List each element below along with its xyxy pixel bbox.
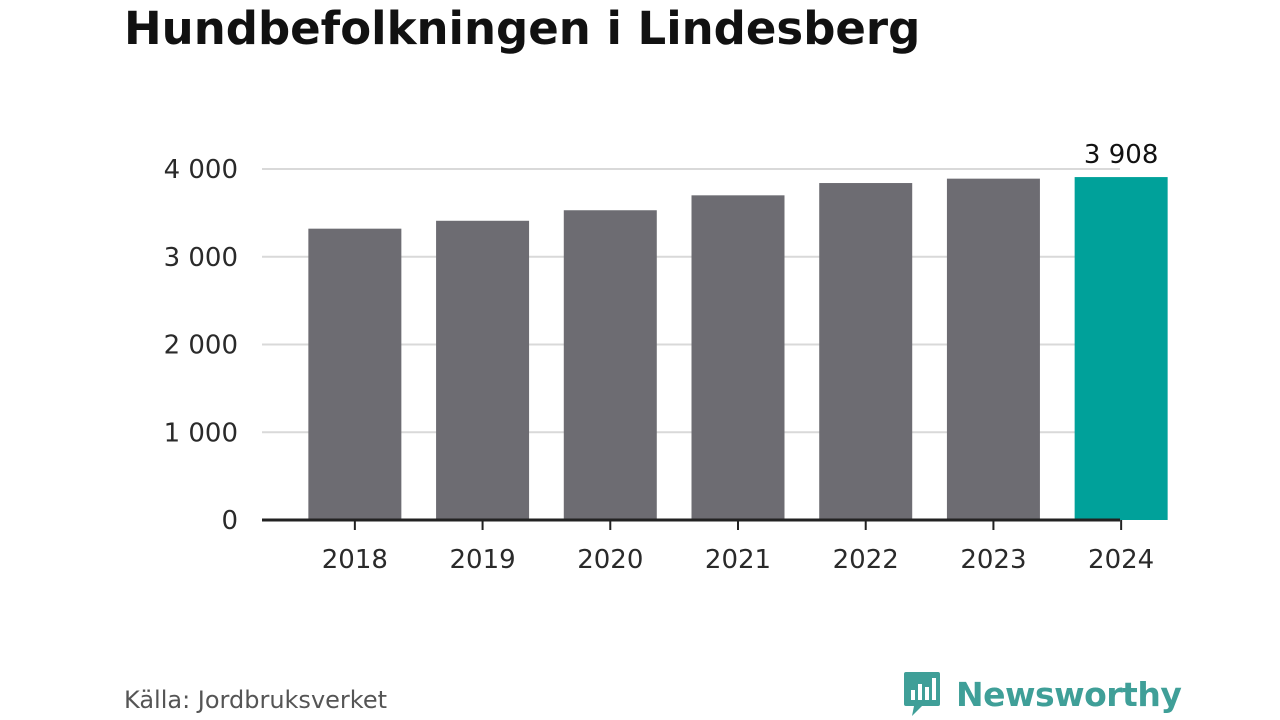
y-tick-label: 4 000: [164, 155, 238, 185]
x-tick-label: 2024: [1088, 545, 1154, 575]
x-tick-label: 2022: [833, 545, 899, 575]
bar-2019: [436, 220, 530, 520]
newsworthy-logo: Newsworthy: [902, 670, 1182, 718]
chart-title: Hundbefolkningen i Lindesberg: [124, 2, 921, 55]
bar-2024: [1074, 177, 1168, 520]
labels: 0 1 000 2 000 3 000 4 000 2018 2019 2020 2021 202…: [164, 140, 1159, 575]
bar-2020: [563, 210, 657, 520]
bar-2018: [308, 228, 402, 521]
data-label: 3 908: [1084, 140, 1158, 170]
x-tick-label: 2019: [449, 545, 515, 575]
bar-2023: [946, 178, 1040, 520]
bars: [308, 177, 1168, 521]
x-tick-label: 2023: [960, 545, 1026, 575]
bar-chart-speech-bubble-icon: [904, 672, 940, 716]
logo-text: Newsworthy: [956, 674, 1182, 714]
x-tick-label: 2018: [322, 545, 388, 575]
y-tick-label: 3 000: [164, 243, 238, 273]
y-tick-label: 2 000: [164, 331, 238, 361]
y-tick-label: 1 000: [164, 418, 238, 448]
bar-2022: [819, 183, 913, 521]
x-tick-label: 2021: [705, 545, 771, 575]
bar-chart: 0 1 000 2 000 3 000 4 000 2018 2019 2020 2021 202…: [164, 140, 1168, 575]
bar-2021: [691, 195, 785, 520]
y-tick-label: 0: [221, 506, 238, 536]
x-tick-label: 2020: [577, 545, 643, 575]
source-note: Källa: Jordbruksverket: [124, 686, 387, 714]
